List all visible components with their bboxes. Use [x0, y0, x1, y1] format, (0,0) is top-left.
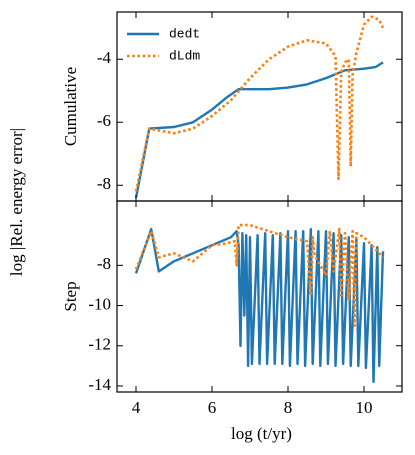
- x-tick-label: 8: [284, 398, 293, 417]
- figure-y-label: log |Rel. energy error|: [7, 128, 26, 276]
- plot-frame: [116, 200, 403, 393]
- x-tick-label: 4: [132, 398, 141, 417]
- data-line: [134, 227, 385, 384]
- y-tick-label: -6: [97, 111, 111, 130]
- data-line: [134, 61, 384, 199]
- y-tick-label: -14: [88, 375, 111, 394]
- y-axis-label: Cumulative: [61, 67, 80, 146]
- x-tick-label: 6: [208, 398, 217, 417]
- y-tick-label: -8: [97, 174, 111, 193]
- data-line: [134, 15, 385, 192]
- plot-frame: [116, 11, 403, 202]
- x-tick-label: 10: [356, 398, 373, 417]
- y-tick-label: -8: [97, 254, 111, 273]
- y-tick-label: -10: [88, 294, 111, 313]
- y-tick-label: -4: [97, 48, 112, 67]
- x-axis-label: log (t/yr): [231, 424, 292, 443]
- y-tick-label: -12: [88, 335, 111, 354]
- legend-label: dLdm: [169, 48, 200, 63]
- y-axis-label: Step: [61, 281, 80, 311]
- legend-label: dedt: [169, 26, 200, 41]
- data-line: [134, 223, 384, 327]
